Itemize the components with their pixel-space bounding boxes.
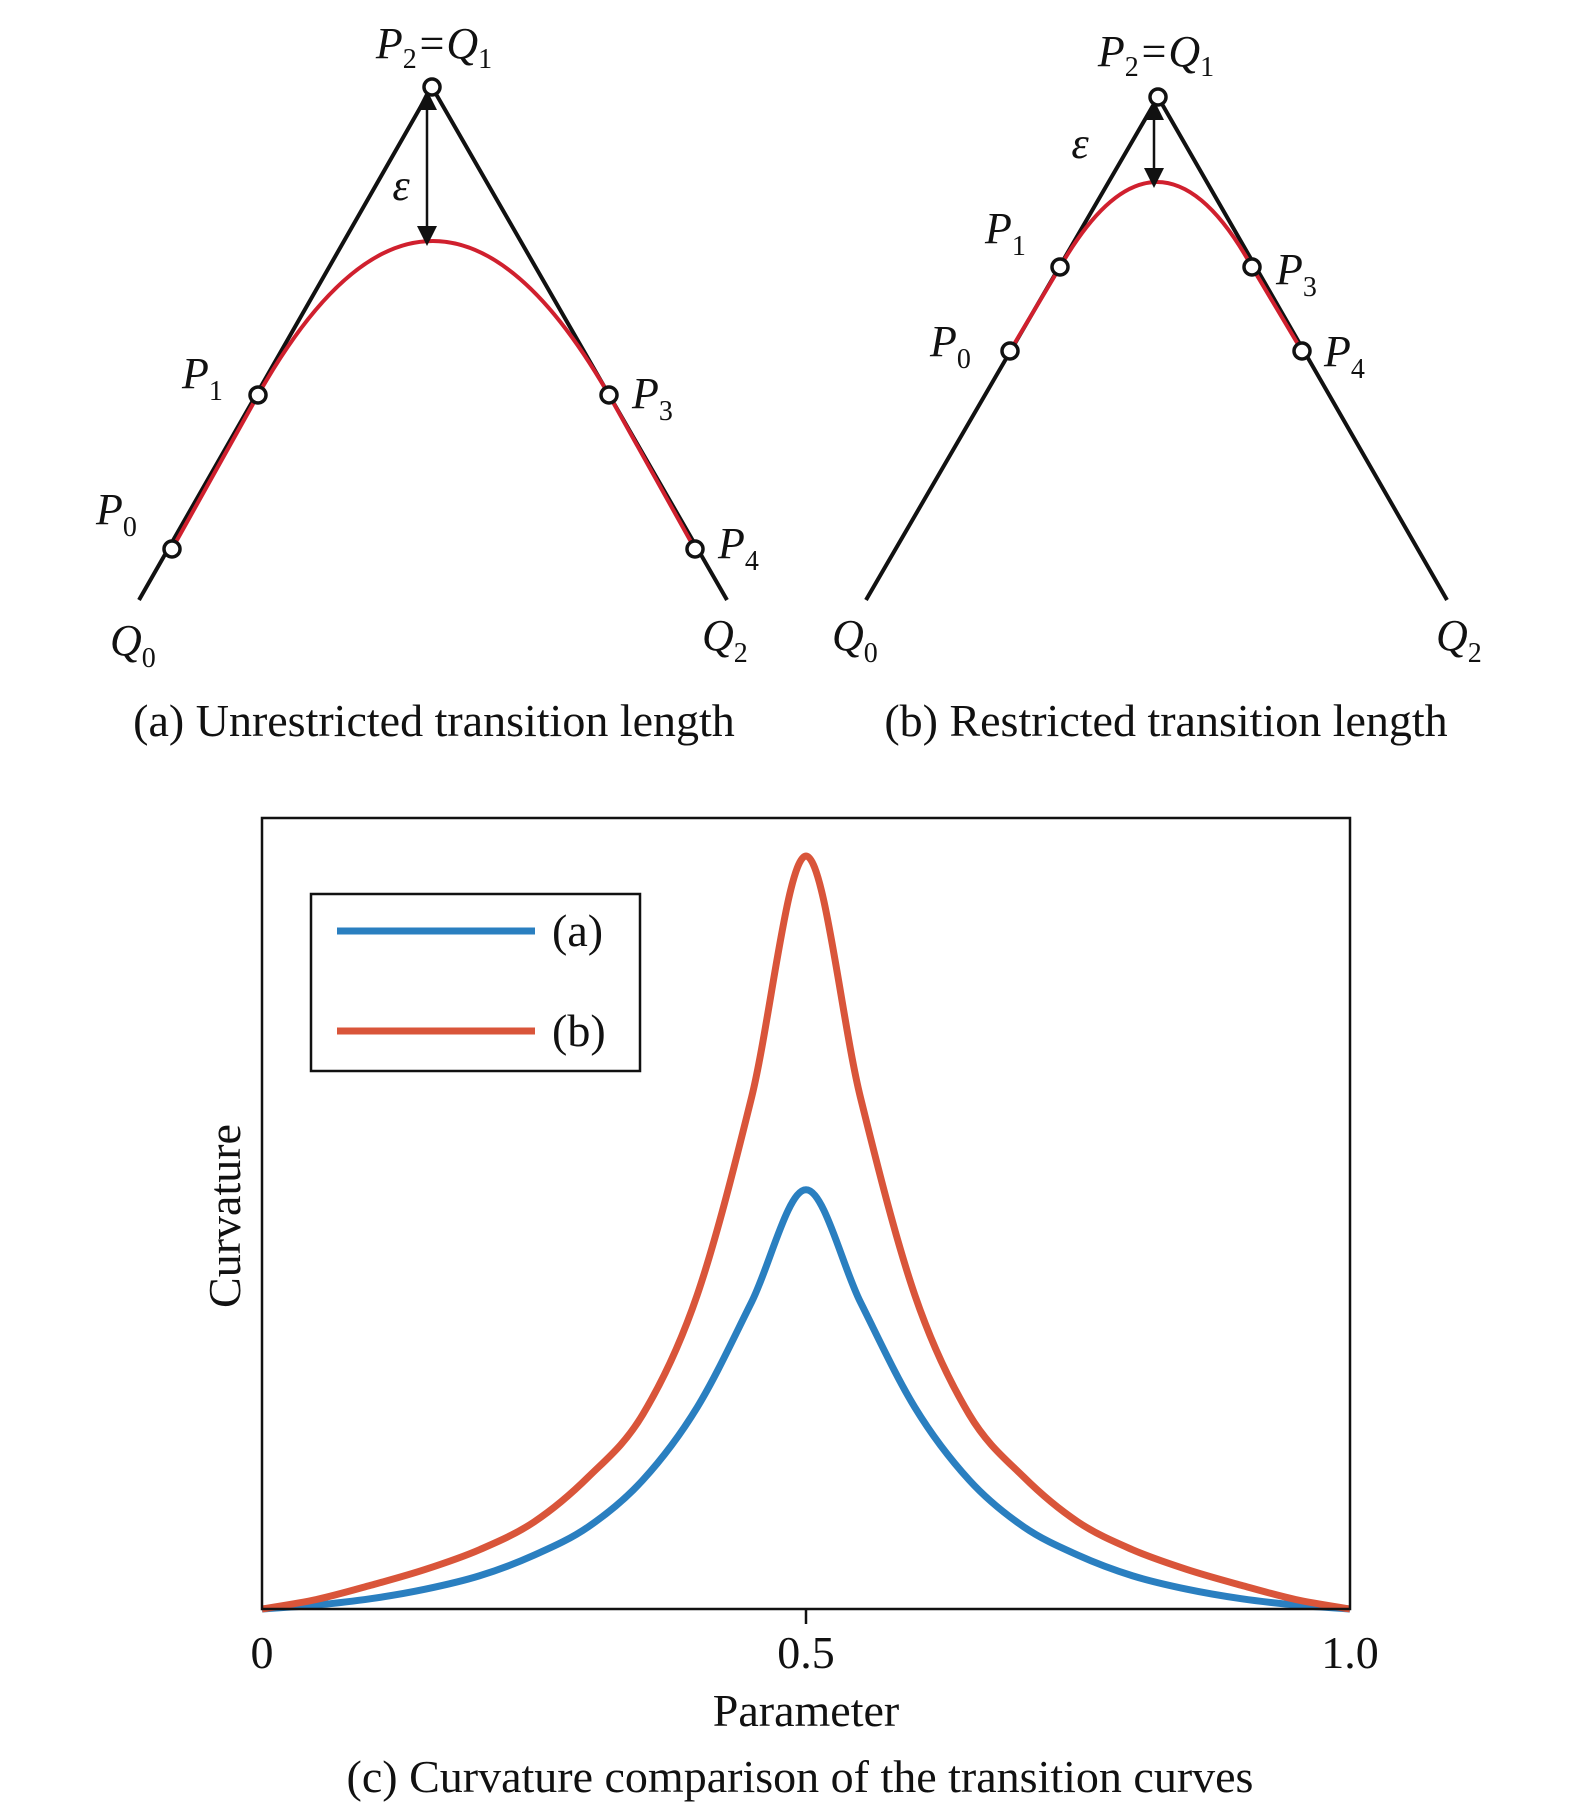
point-label-p3: P3 <box>631 369 673 427</box>
curvature-chart: 0 0.5 1.0 Parameter Curvature (a) (b) (c… <box>199 816 1379 1802</box>
point-label-p1: P1 <box>181 349 223 407</box>
panel-a: P2=Q1 ε P0 P1 P3 P4 Q0 Q2 (a) Unrestrict… <box>95 19 759 746</box>
control-polyline <box>137 82 729 601</box>
end-label-q2: Q2 <box>702 611 748 669</box>
apex-label: P2=Q1 <box>375 19 492 75</box>
control-point <box>422 77 442 97</box>
apex-label: P2=Q1 <box>1097 27 1214 83</box>
end-label-q0: Q0 <box>110 616 156 674</box>
control-point <box>1050 257 1070 277</box>
y-axis-label: Curvature <box>199 1124 250 1308</box>
legend-label-a: (a) <box>552 905 603 956</box>
control-point <box>162 539 182 559</box>
control-point <box>1242 257 1262 277</box>
series-layer <box>261 852 1351 1613</box>
control-points <box>1000 87 1312 361</box>
x-tick-label: 0.5 <box>777 1627 835 1678</box>
x-tick-label: 1.0 <box>1321 1627 1379 1678</box>
panel-a-caption: (a) Unrestricted transition length <box>133 695 735 746</box>
x-axis-label: Parameter <box>713 1685 899 1736</box>
control-point <box>248 385 268 405</box>
legend: (a) (b) <box>309 892 642 1073</box>
point-label-p3: P3 <box>1275 245 1317 303</box>
control-points <box>162 77 705 559</box>
panel-c-caption: (c) Curvature comparison of the transiti… <box>347 1751 1254 1802</box>
control-point <box>1292 341 1312 361</box>
series-line-a <box>261 1186 1351 1613</box>
end-label-q0: Q0 <box>832 611 878 669</box>
legend-box <box>309 892 642 1073</box>
point-label-p4: P4 <box>1323 327 1365 385</box>
end-label-q2: Q2 <box>1436 611 1482 669</box>
point-label-p0: P0 <box>929 317 971 375</box>
x-tick-label: 0 <box>251 1627 274 1678</box>
series-line-b <box>261 852 1351 1613</box>
panel-b: P2=Q1 ε P0 P1 P3 P4 Q0 Q2 (b) Restricted… <box>832 27 1482 746</box>
point-label-p0: P0 <box>95 485 137 543</box>
panel-b-caption: (b) Restricted transition length <box>884 695 1447 746</box>
epsilon-label: ε <box>1071 119 1089 168</box>
epsilon-label: ε <box>392 161 410 210</box>
point-label-p4: P4 <box>717 519 759 577</box>
control-point <box>1000 341 1020 361</box>
legend-label-b: (b) <box>552 1005 606 1056</box>
control-point <box>1148 87 1168 107</box>
point-label-p1: P1 <box>984 204 1026 262</box>
control-point <box>599 385 619 405</box>
control-point <box>685 539 705 559</box>
